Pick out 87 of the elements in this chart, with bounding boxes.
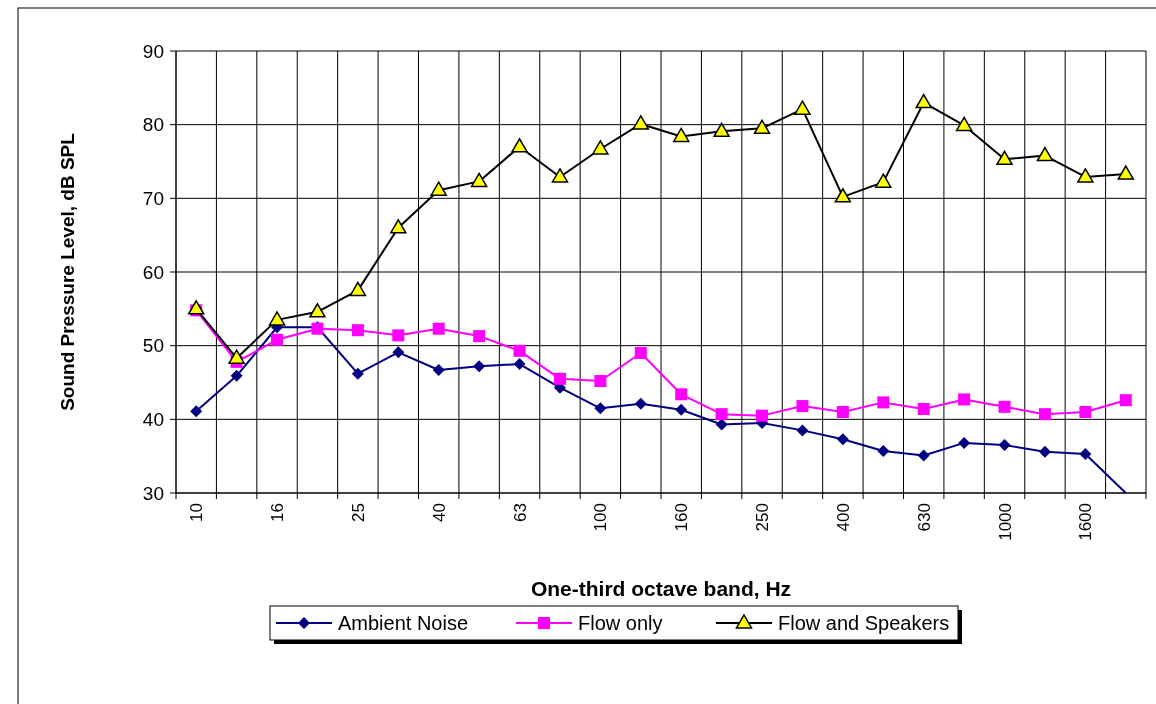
point	[190, 405, 203, 418]
point	[955, 116, 973, 132]
x-tick-label: 10	[187, 503, 207, 522]
point	[917, 449, 930, 462]
point	[713, 122, 730, 138]
y-tick-label: 80	[142, 114, 164, 136]
x-tick-label: 25	[348, 503, 368, 522]
point	[634, 397, 647, 410]
legend-label: Flow only	[578, 612, 663, 634]
point	[836, 405, 849, 418]
point	[432, 322, 445, 335]
point	[796, 400, 809, 413]
x-axis-title: One-third octave band, Hz	[530, 577, 792, 600]
point	[1079, 405, 1092, 418]
point	[594, 402, 607, 415]
point	[675, 388, 688, 401]
point	[1119, 394, 1132, 407]
point	[592, 140, 609, 155]
point	[998, 439, 1011, 452]
point	[756, 409, 769, 422]
point	[632, 115, 650, 130]
point	[228, 349, 245, 364]
point	[513, 344, 526, 357]
point	[715, 408, 728, 421]
y-tick-label: 70	[142, 187, 164, 209]
point	[594, 375, 607, 388]
point	[551, 168, 569, 183]
point	[271, 333, 284, 346]
x-tick-label: 630	[914, 503, 934, 532]
legend-label: Flow and Speakers	[778, 612, 950, 634]
point	[958, 393, 971, 406]
point	[392, 329, 405, 342]
point	[511, 138, 528, 153]
y-axis-title: Sound Pressure Level, dB SPL	[57, 132, 78, 411]
point	[553, 372, 566, 385]
point	[958, 436, 971, 449]
point	[675, 403, 688, 416]
point	[1038, 408, 1051, 421]
point	[390, 219, 407, 234]
point	[877, 396, 890, 409]
point	[915, 93, 932, 109]
x-tick-label: 63	[510, 503, 530, 522]
point	[309, 303, 326, 318]
point	[230, 369, 243, 382]
x-tick-label: 250	[753, 503, 773, 532]
point	[877, 445, 890, 458]
point	[998, 400, 1011, 413]
y-tick-label: 30	[142, 482, 164, 504]
point	[1077, 168, 1094, 183]
x-tick-label: 160	[672, 503, 692, 532]
point	[672, 127, 690, 143]
point	[351, 367, 364, 380]
point	[392, 346, 405, 359]
point	[349, 281, 367, 297]
point	[187, 300, 205, 315]
point	[470, 172, 488, 188]
legend-label: Ambient Noise	[338, 612, 469, 634]
point	[1036, 146, 1054, 162]
point	[996, 150, 1013, 166]
y-tick-label: 60	[142, 261, 164, 283]
point	[473, 360, 486, 373]
point	[473, 330, 486, 343]
point	[875, 173, 892, 188]
x-tick-label: 16	[268, 503, 288, 522]
point	[351, 324, 364, 337]
point	[834, 188, 852, 203]
point	[796, 424, 809, 437]
point	[753, 119, 771, 135]
x-tick-label: 100	[591, 503, 611, 532]
point	[1117, 165, 1135, 180]
point	[432, 363, 445, 376]
x-tick-label: 400	[833, 503, 853, 532]
x-tick-label: 1600	[1076, 503, 1096, 541]
point	[430, 181, 447, 196]
y-tick-label: 40	[142, 408, 164, 430]
point	[917, 403, 930, 416]
point	[836, 433, 849, 446]
point	[513, 358, 526, 371]
y-tick-label: 90	[142, 40, 164, 62]
point	[1079, 447, 1092, 460]
point	[268, 311, 286, 326]
x-tick-label: 40	[429, 503, 449, 522]
point	[634, 347, 647, 360]
point	[794, 100, 811, 115]
y-tick-label: 50	[142, 335, 164, 357]
x-tick-label: 1000	[995, 503, 1015, 541]
point	[1038, 445, 1051, 458]
